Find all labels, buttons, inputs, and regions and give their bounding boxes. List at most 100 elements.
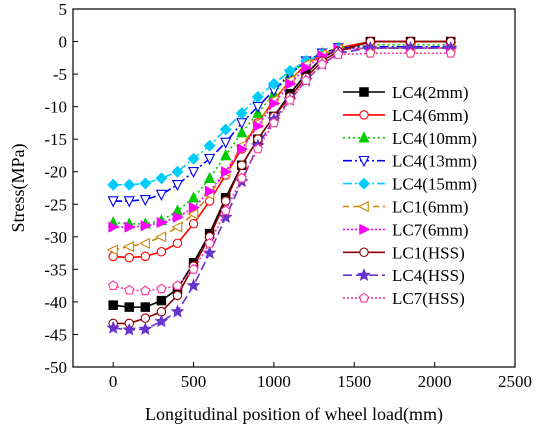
series-line <box>112 52 451 292</box>
data-point <box>204 153 216 166</box>
legend-item: LC4(2mm) <box>343 83 469 102</box>
data-point <box>253 120 265 132</box>
data-point <box>108 221 120 233</box>
ticks-layer: 0 500 1000 1500 2000 2500 5 0 -5 -10 -15 -20 -25 -30 -… <box>44 0 532 391</box>
data-point <box>333 49 344 59</box>
data-point <box>268 117 280 128</box>
legend-label: LC4(6mm) <box>392 106 469 125</box>
data-point <box>220 149 232 161</box>
data-point <box>172 280 183 290</box>
data-point <box>187 166 200 179</box>
y-tick-label: -20 <box>44 163 67 182</box>
data-point <box>140 302 151 312</box>
data-point <box>155 172 168 185</box>
plot-frame <box>72 8 516 368</box>
data-point <box>219 123 232 136</box>
x-tick-label: 2000 <box>418 372 452 391</box>
data-point <box>124 252 135 263</box>
data-point <box>236 118 248 130</box>
x-tick-label: 1500 <box>337 372 371 391</box>
data-point <box>187 208 199 220</box>
data-point <box>359 87 369 97</box>
data-point <box>172 238 183 249</box>
legend-label: LC4(10mm) <box>392 129 477 148</box>
legend-item: LC4(13mm) <box>343 152 477 171</box>
data-point <box>108 280 119 290</box>
data-point <box>124 284 135 295</box>
data-point <box>156 295 167 306</box>
data-point <box>269 97 281 109</box>
data-point <box>170 304 185 318</box>
legend-item: LC4(15mm) <box>343 175 477 194</box>
data-point <box>359 247 369 258</box>
data-point <box>252 143 263 154</box>
legend-item: LC4(6mm) <box>343 106 469 125</box>
data-point <box>172 290 183 301</box>
legend-item: LC1(HSS) <box>343 243 465 262</box>
data-point <box>106 320 120 334</box>
legend: LC4(2mm) LC4(6mm) LC4(10mm) LC4(13mm) LC4(15… <box>343 83 477 308</box>
data-point <box>140 251 151 262</box>
data-point <box>171 221 183 233</box>
legend-label: LC7(6mm) <box>392 220 469 239</box>
data-point <box>358 292 370 303</box>
data-point <box>156 216 168 229</box>
data-point <box>365 47 376 58</box>
data-point <box>236 172 247 183</box>
data-point <box>359 223 371 235</box>
data-point <box>358 131 370 143</box>
y-tick-label: -25 <box>44 195 67 214</box>
data-point <box>405 47 416 58</box>
x-tick-label: 0 <box>109 372 118 391</box>
data-point <box>251 90 264 103</box>
data-point <box>107 178 120 191</box>
legend-label: LC4(2mm) <box>392 83 469 102</box>
data-point <box>186 278 201 292</box>
data-point <box>220 205 231 216</box>
data-point <box>236 126 248 138</box>
data-point <box>204 237 215 248</box>
data-point <box>124 221 136 233</box>
data-point <box>220 166 233 178</box>
data-point <box>107 196 119 208</box>
data-point <box>123 178 136 191</box>
data-point <box>140 285 151 296</box>
data-point <box>123 196 135 208</box>
x-tick-label: 2500 <box>498 372 532 391</box>
data-point <box>188 263 199 274</box>
legend-item: LC7(6mm) <box>343 220 469 239</box>
data-point <box>140 220 152 232</box>
data-point <box>445 47 456 58</box>
legend-item: LC4(10mm) <box>343 129 477 148</box>
legend-item: LC1(6mm) <box>343 198 469 217</box>
data-point <box>171 165 184 178</box>
y-tick-label: -40 <box>44 293 67 312</box>
data-point <box>138 237 151 249</box>
data-point <box>357 200 369 213</box>
data-point <box>237 143 249 155</box>
data-point <box>124 302 135 312</box>
x-tick-label: 1000 <box>257 372 291 391</box>
legend-item: LC4(HSS) <box>343 266 465 285</box>
data-point <box>267 77 280 90</box>
data-point <box>359 110 369 120</box>
y-tick-label: -10 <box>44 98 67 117</box>
data-point <box>188 201 200 214</box>
data-point <box>358 155 370 168</box>
data-point <box>122 240 135 253</box>
data-point <box>187 191 200 203</box>
y-tick-label: -50 <box>44 358 67 377</box>
data-point <box>188 219 199 229</box>
y-tick-label: 5 <box>59 0 68 19</box>
data-point <box>357 268 371 281</box>
data-point <box>187 152 200 165</box>
x-tick-label: 500 <box>181 372 207 391</box>
x-axis-title: Longitudinal position of wheel load(mm) <box>145 404 443 425</box>
data-point <box>140 313 151 323</box>
data-point <box>156 247 167 257</box>
series-lc7-hss <box>108 47 456 296</box>
legend-label: LC4(15mm) <box>392 175 477 194</box>
data-point <box>218 210 233 224</box>
data-point <box>122 322 137 336</box>
